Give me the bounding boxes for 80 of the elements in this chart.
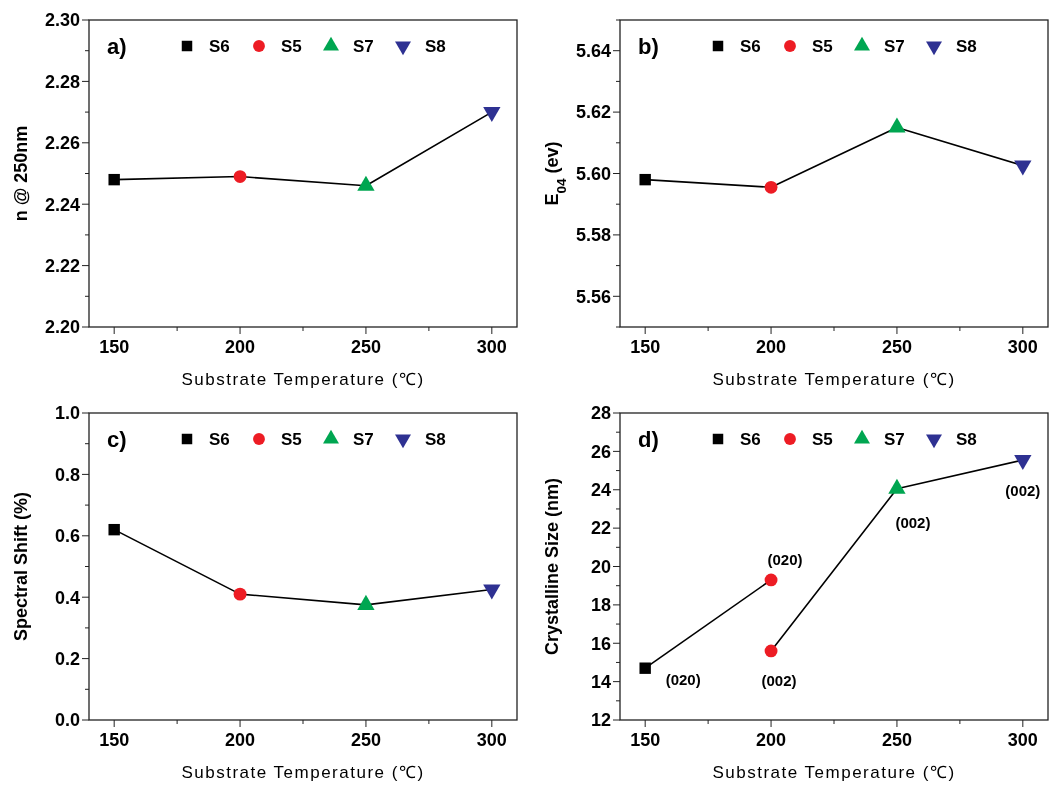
text: d) [638, 427, 659, 452]
text: b) [638, 34, 659, 59]
legend-label: S7 [884, 429, 905, 449]
y-axis-title: Spectral Shift (%) [11, 491, 31, 642]
point [764, 644, 778, 658]
legend-label: S7 [353, 36, 374, 56]
y-tick-label: 0.6 [54, 526, 80, 547]
y-tick-label: 26 [590, 441, 611, 462]
y-tick-label: 5.64 [575, 41, 611, 61]
y-tick-label: 2.26 [44, 133, 80, 154]
text: a) [107, 34, 127, 59]
point [764, 180, 778, 194]
x-tick-label: 250 [350, 337, 381, 357]
x-axis-title: Substrate Temperature (℃) [181, 370, 425, 389]
y-tick-label: 1.0 [54, 403, 80, 424]
legend-label: S5 [812, 429, 833, 449]
legend-label: S5 [281, 429, 302, 449]
annotation: (002) [761, 672, 797, 690]
legend-label: S5 [812, 36, 833, 56]
x-tick-label: 150 [99, 730, 130, 750]
y-tick-label: 5.56 [575, 286, 611, 307]
legend-label: S6 [209, 429, 230, 449]
annotation: (020) [767, 551, 803, 569]
point [639, 662, 651, 674]
x-tick-label: 300 [1007, 337, 1038, 357]
legend-label: S6 [740, 429, 761, 449]
legend-label: S8 [956, 429, 977, 449]
annotation: (020) [665, 671, 701, 689]
x-tick-label: 150 [630, 730, 661, 750]
legend-label: S7 [884, 36, 905, 56]
x-axis-title: Substrate Temperature (℃) [181, 763, 425, 782]
annotation: (002) [895, 514, 931, 532]
y-tick-label: 2.24 [44, 194, 80, 215]
annotation: (002) [1005, 482, 1041, 500]
legend-label: S6 [209, 36, 230, 56]
point [888, 117, 906, 133]
legend-label: S8 [425, 36, 446, 56]
x-axis-title: Substrate Temperature (℃) [712, 763, 956, 782]
y-tick-label: 22 [590, 518, 611, 539]
legend-label: S7 [353, 429, 374, 449]
legend-label: S5 [281, 36, 302, 56]
y-tick-label: 16 [590, 633, 611, 654]
y-tick-label: 5.58 [575, 225, 611, 246]
x-tick-label: 300 [476, 730, 507, 750]
y-tick-label: 24 [590, 480, 611, 501]
y-tick-label: 28 [590, 403, 611, 424]
x-tick-label: 300 [476, 337, 507, 357]
x-tick-label: 150 [99, 337, 130, 357]
y-tick-label: 14 [590, 671, 611, 692]
x-tick-label: 250 [881, 730, 912, 750]
y-tick-label: 5.62 [575, 102, 611, 123]
x-tick-label: 150 [630, 337, 661, 357]
y-tick-label: 12 [590, 710, 611, 731]
y-tick-label: 0.4 [54, 587, 80, 608]
y-tick-label: 2.20 [44, 317, 80, 338]
y-tick-label: 2.30 [44, 10, 80, 31]
x-tick-label: 200 [225, 730, 256, 750]
y-tick-label: 2.22 [44, 255, 80, 276]
y-tick-label: 18 [590, 595, 611, 616]
x-tick-label: 300 [1007, 730, 1038, 750]
x-axis-title: Substrate Temperature (℃) [712, 370, 956, 389]
y-tick-label: 2.28 [44, 71, 80, 92]
y-tick-label: 0.2 [54, 648, 80, 669]
y-axis-title: Crystalline Size (nm) [542, 477, 562, 656]
y-tick-label: 0.8 [54, 464, 80, 485]
x-tick-label: 250 [350, 730, 381, 750]
legend-label: S8 [956, 36, 977, 56]
x-tick-label: 200 [225, 337, 256, 357]
legend-label: S8 [425, 429, 446, 449]
y-tick-label: 0.0 [54, 710, 80, 731]
x-tick-label: 250 [881, 337, 912, 357]
y-tick-label: 5.60 [575, 163, 611, 184]
y-axis-title: n @ 250nm [11, 125, 31, 222]
text: c) [107, 427, 127, 452]
y-tick-label: 20 [590, 556, 611, 577]
x-tick-label: 200 [756, 337, 787, 357]
legend-label: S6 [740, 36, 761, 56]
point [639, 173, 651, 186]
point [764, 573, 778, 587]
x-tick-label: 200 [756, 730, 787, 750]
